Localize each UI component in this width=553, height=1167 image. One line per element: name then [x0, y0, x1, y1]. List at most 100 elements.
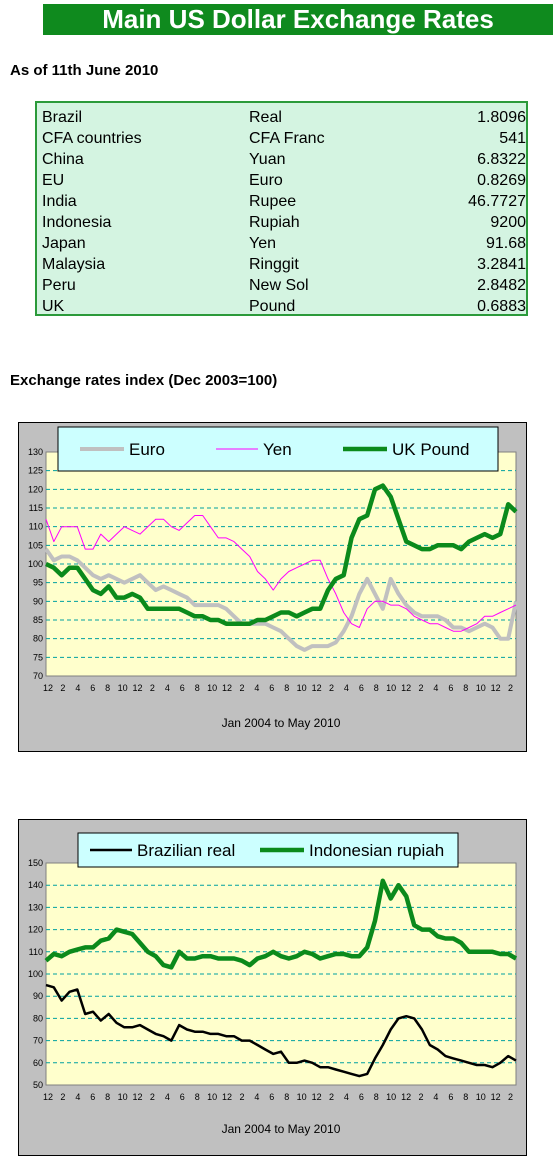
y-tick-label: 100: [28, 969, 43, 979]
rate-currency: Ringgit: [249, 256, 299, 273]
x-tick-label: 6: [180, 683, 185, 693]
y-tick-label: 125: [28, 466, 43, 476]
x-tick-label: 2: [150, 683, 155, 693]
x-tick-label: 2: [329, 683, 334, 693]
x-tick-label: 8: [374, 683, 379, 693]
series-line-brazilian-real: [45, 983, 517, 1078]
x-tick-label: 12: [491, 683, 501, 693]
rate-row: Malaysia Ringgit 3.2841: [42, 254, 526, 275]
x-tick-label: 12: [491, 1092, 501, 1102]
x-tick-label: 2: [419, 683, 424, 693]
x-tick-label: 10: [207, 683, 217, 693]
rate-value: 91.68: [485, 235, 526, 252]
rate-row: Indonesia Rupiah 9200: [42, 212, 526, 233]
x-tick-label: 12: [43, 1092, 53, 1102]
x-tick-label: 8: [105, 683, 110, 693]
rate-row: China Yuan 6.8322: [42, 149, 526, 170]
rate-value: 6.8322: [477, 151, 526, 168]
real-rupiah-chart: 50 60 70 80 90 100 110 120 130 140 150 12 2 4 6 8 10 12 2 4…: [18, 819, 527, 1156]
rate-currency: Rupiah: [249, 214, 300, 231]
rate-row: Japan Yen 91.68: [42, 233, 526, 254]
y-tick-label: 50: [33, 1080, 43, 1090]
rate-row: Brazil Real 1.8096: [42, 107, 526, 128]
x-tick-label: 12: [312, 1092, 322, 1102]
series-line-uk-pound: [45, 483, 518, 626]
rate-country: China: [42, 151, 84, 168]
rate-value: 9200: [490, 214, 526, 231]
rate-currency: Yen: [249, 235, 276, 252]
y-tick-label: 140: [28, 880, 43, 890]
rate-currency: New Sol: [249, 277, 309, 294]
x-tick-label: 12: [133, 1092, 143, 1102]
y-tick-label: 110: [29, 522, 43, 532]
exchange-index-chart: 70 75 80 85 90 95 100 105 110 115 120 125 130 12 2 4 6 8 1…: [18, 422, 527, 752]
x-tick-label: 6: [359, 1092, 364, 1102]
x-tick-label: 10: [118, 1092, 128, 1102]
x-tick-label: 4: [75, 1092, 80, 1102]
x-tick-label: 2: [239, 683, 244, 693]
x-tick-label: 6: [90, 683, 95, 693]
x-tick-label: 4: [254, 683, 259, 693]
y-tick-label: 150: [28, 858, 43, 868]
y-tick-label: 80: [33, 634, 43, 644]
rate-country: Malaysia: [42, 256, 106, 273]
x-tick-label: 8: [195, 1092, 200, 1102]
y-tick-label: 130: [28, 902, 43, 912]
x-tick-label: 2: [419, 1092, 424, 1102]
x-tick-label: 6: [90, 1092, 95, 1102]
rate-country: India: [42, 193, 77, 210]
x-tick-label: 12: [401, 683, 411, 693]
x-tick-label: 6: [269, 683, 274, 693]
x-tick-label: 8: [284, 683, 289, 693]
x-tick-label: 6: [269, 1092, 274, 1102]
legend-label: Euro: [129, 440, 165, 459]
rate-value: 0.6883: [477, 298, 526, 315]
page-title-banner: Main US Dollar Exchange Rates: [43, 4, 553, 35]
x-axis-label: Jan 2004 to May 2010: [222, 1122, 341, 1136]
x-tick-label: 4: [344, 683, 349, 693]
x-tick-label: 8: [463, 683, 468, 693]
x-tick-label: 6: [448, 1092, 453, 1102]
rate-country: UK: [42, 298, 65, 315]
y-tick-label: 70: [33, 671, 43, 681]
rate-currency: Rupee: [249, 193, 297, 210]
series-line-indonesian-rupiah: [44, 878, 518, 970]
rate-currency: Real: [249, 109, 282, 126]
x-tick-label: 10: [297, 1092, 307, 1102]
rates-grid: Brazil Real 1.8096 CFA countries CFA Franc 54…: [42, 107, 526, 317]
rate-country: Japan: [42, 235, 86, 252]
exchange-rates-table: Brazil Real 1.8096 CFA countries CFA Franc 54…: [35, 101, 528, 316]
y-tick-label: 80: [33, 1013, 43, 1023]
y-tick-label: 100: [28, 559, 43, 569]
rate-currency: Pound: [249, 298, 296, 315]
y-tick-label: 130: [28, 447, 43, 457]
x-tick-label: 2: [239, 1092, 244, 1102]
legend-label: Indonesian rupiah: [309, 841, 444, 860]
rate-country: Brazil: [42, 109, 83, 126]
rate-row: Peru New Sol 2.8482: [42, 275, 526, 296]
x-tick-label: 4: [75, 683, 80, 693]
x-tick-label: 12: [222, 683, 232, 693]
x-tick-label: 10: [207, 1092, 217, 1102]
rate-currency: Euro: [249, 172, 283, 189]
legend-label: Yen: [263, 440, 292, 459]
x-tick-label: 2: [150, 1092, 155, 1102]
x-tick-label: 2: [329, 1092, 334, 1102]
y-tick-label: 120: [28, 925, 43, 935]
x-tick-label: 6: [448, 683, 453, 693]
y-tick-label: 75: [33, 652, 43, 662]
rate-value: 541: [499, 130, 526, 147]
x-tick-label: 6: [359, 683, 364, 693]
x-tick-label: 10: [476, 1092, 486, 1102]
y-tick-label: 115: [29, 503, 43, 513]
rate-country: Indonesia: [42, 214, 112, 231]
x-tick-label: 2: [60, 1092, 65, 1102]
x-tick-label: 12: [312, 683, 322, 693]
x-tick-label: 6: [180, 1092, 185, 1102]
x-tick-label: 4: [344, 1092, 349, 1102]
y-tick-label: 105: [28, 540, 43, 550]
rate-row: India Rupee 46.7727: [42, 191, 526, 212]
x-tick-label: 10: [476, 683, 486, 693]
